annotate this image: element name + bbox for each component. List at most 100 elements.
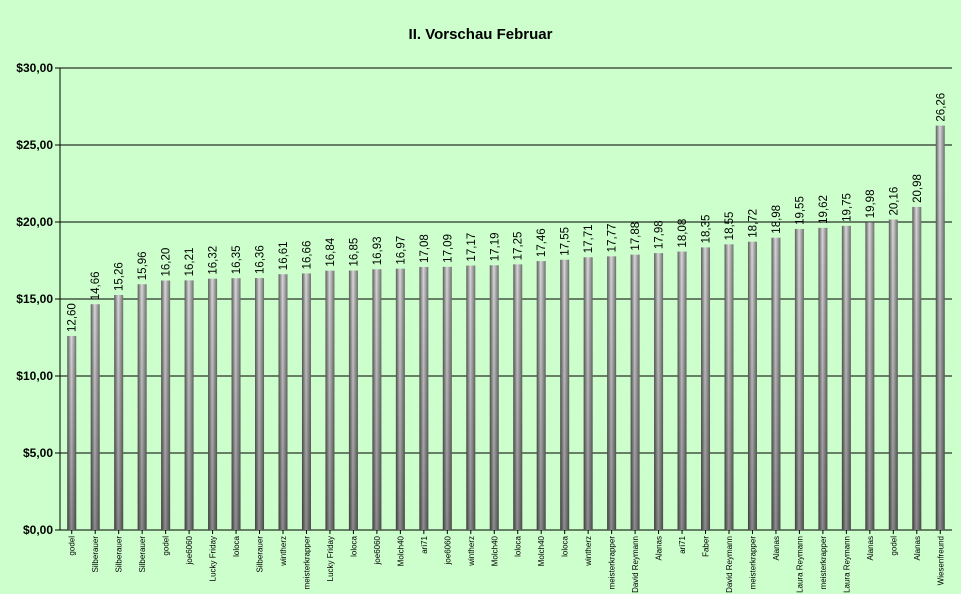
bar-shade: [348, 270, 358, 530]
bar-shade: [278, 274, 288, 530]
data-label: 16,61: [278, 241, 290, 270]
data-label: 17,46: [536, 228, 548, 257]
data-label: 18,98: [771, 205, 783, 234]
bar-shade: [114, 294, 124, 530]
x-tick-label: godel: [162, 536, 171, 556]
data-label: 20,16: [888, 187, 900, 216]
x-tick-label: David Reymann: [725, 536, 734, 593]
data-label: 15,26: [114, 262, 126, 291]
data-label: 19,98: [865, 190, 877, 219]
bar-shade: [161, 280, 171, 530]
data-label: 18,08: [677, 219, 689, 248]
x-tick-label: meisterkrapper: [608, 536, 617, 590]
bar-shade: [865, 222, 875, 531]
bar-shade: [184, 280, 194, 530]
data-label: 16,21: [184, 248, 196, 277]
data-label: 18,55: [724, 212, 736, 241]
x-tick-label: Silberauer: [91, 536, 100, 573]
x-tick-label: loloca: [514, 535, 523, 556]
bar-shade: [301, 273, 311, 530]
x-tick-label: ari71: [678, 535, 687, 553]
x-tick-label: Laura Reymann: [795, 536, 804, 593]
bar-shade: [137, 284, 147, 530]
data-label: 12,60: [67, 303, 79, 332]
bar-shade: [654, 253, 664, 530]
bar-shade: [513, 264, 523, 530]
bar-shade: [255, 278, 265, 530]
data-label: 17,25: [513, 232, 525, 261]
x-tick-label: ari71: [420, 535, 429, 553]
data-label: 17,77: [607, 224, 619, 253]
data-label: 17,88: [630, 222, 642, 251]
x-tick-label: David Reymann: [631, 536, 640, 593]
y-tick-label: $0,00: [23, 523, 53, 537]
data-label: 19,62: [818, 195, 830, 224]
data-label: 17,98: [654, 220, 666, 249]
bar-shade: [231, 278, 241, 530]
data-label: 14,66: [90, 271, 102, 300]
x-tick-label: loloca: [349, 535, 358, 556]
bar-shade: [419, 266, 429, 530]
x-tick-label: Molch40: [396, 535, 405, 566]
y-tick-label: $5,00: [23, 446, 53, 460]
x-tick-label: Silberauer: [138, 536, 147, 573]
x-tick-label: Lucky Friday: [326, 536, 335, 581]
data-label: 16,20: [161, 248, 173, 277]
data-label: 18,72: [747, 209, 759, 238]
data-label: 18,35: [701, 215, 713, 244]
y-tick-label: $30,00: [16, 61, 53, 75]
bar-shade: [607, 256, 617, 530]
y-tick-label: $10,00: [16, 369, 53, 383]
x-tick-label: Silberauer: [115, 536, 124, 573]
x-tick-label: joe6060: [373, 535, 382, 565]
bar-shade: [841, 225, 851, 530]
bar-shade: [536, 261, 546, 530]
bar-shade: [724, 244, 734, 530]
data-label: 16,97: [395, 236, 407, 265]
y-tick-label: $20,00: [16, 215, 53, 229]
data-label: 16,66: [301, 241, 313, 270]
data-label: 17,17: [466, 233, 478, 262]
x-tick-label: Wiesenfreund: [936, 536, 945, 585]
bar-shade: [630, 254, 640, 530]
x-tick-label: meisterkrapper: [302, 536, 311, 590]
x-tick-label: meisterkrapper: [819, 536, 828, 590]
bar-shade: [701, 247, 711, 530]
data-label: 16,84: [325, 237, 337, 266]
bar-shade: [90, 304, 100, 530]
x-tick-label: Molch40: [490, 535, 499, 566]
x-tick-label: Faber: [702, 536, 711, 557]
data-label: 17,09: [442, 234, 454, 263]
bar-shade: [208, 278, 218, 530]
bar-shade: [372, 269, 382, 530]
x-tick-label: wintherz: [584, 536, 593, 567]
data-label: 19,55: [794, 196, 806, 225]
data-label: 20,98: [912, 174, 924, 203]
data-label: 17,55: [560, 227, 572, 256]
data-label: 16,36: [255, 245, 267, 274]
x-tick-label: joe6060: [443, 535, 452, 565]
bar-shade: [67, 335, 77, 530]
data-label: 16,93: [372, 236, 384, 265]
x-tick-label: godel: [889, 536, 898, 556]
data-label: 15,96: [137, 251, 149, 280]
bar-shade: [912, 206, 922, 530]
x-tick-label: Lucky Friday: [209, 536, 218, 581]
x-tick-label: wintherz: [467, 536, 476, 567]
bar-shade: [677, 251, 687, 530]
bar-shade: [395, 268, 405, 530]
x-tick-label: loloca: [561, 535, 570, 556]
x-tick-label: Alanas: [772, 536, 781, 560]
x-tick-label: Silberauer: [256, 536, 265, 573]
data-label: 19,75: [841, 193, 853, 222]
data-label: 16,32: [208, 246, 220, 275]
bar-shade: [466, 265, 476, 530]
y-tick-label: $25,00: [16, 138, 53, 152]
data-label: 26,26: [935, 93, 947, 122]
bar-shade: [818, 227, 828, 531]
bar-shade: [325, 270, 335, 530]
bar-shade: [935, 125, 945, 530]
x-tick-label: godel: [68, 536, 77, 556]
bar-shade: [489, 265, 499, 530]
